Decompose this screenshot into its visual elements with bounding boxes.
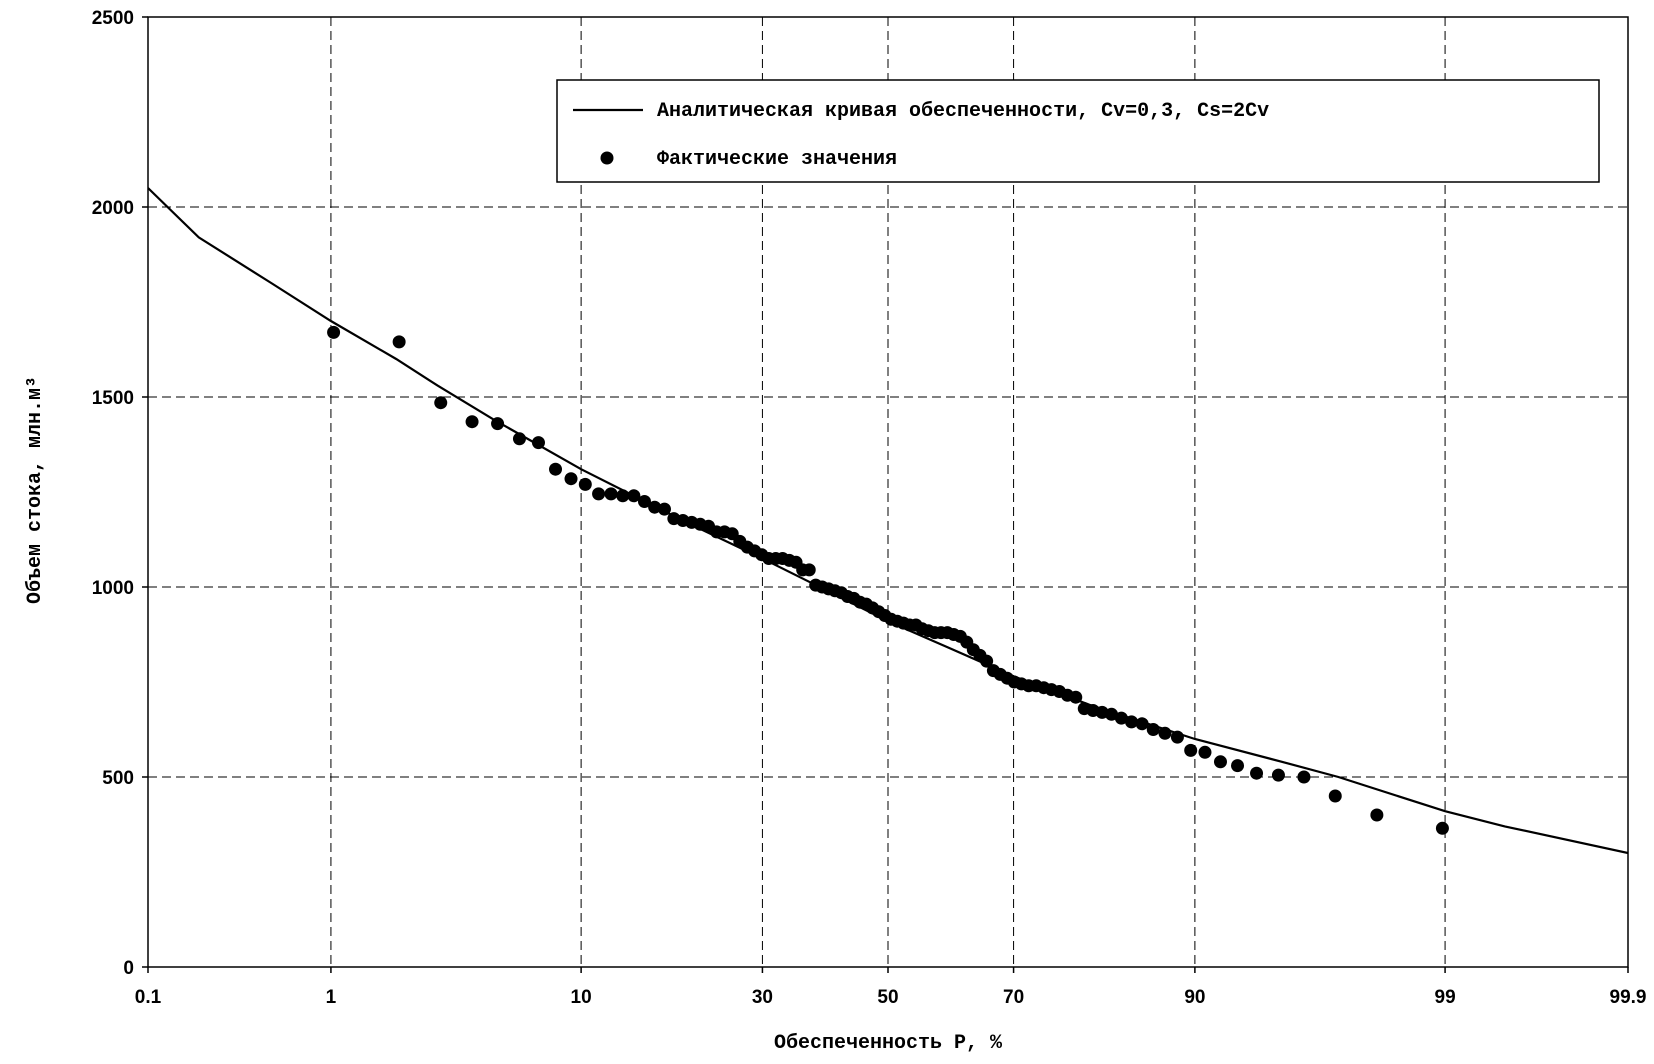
y-tick-label: 1000 <box>92 578 134 599</box>
data-point <box>512 432 526 446</box>
data-point <box>1271 768 1285 782</box>
data-point <box>434 396 448 410</box>
data-point <box>627 489 641 503</box>
x-tick-label: 0.1 <box>135 987 162 1008</box>
data-point <box>1328 789 1342 803</box>
y-axis-label: Объем стока, млн.м³ <box>24 376 47 604</box>
data-point <box>604 487 618 501</box>
y-tick-label: 0 <box>123 958 134 979</box>
data-point <box>1135 717 1149 731</box>
x-tick-label: 90 <box>1184 987 1205 1008</box>
x-tick-label: 10 <box>571 987 592 1008</box>
data-point <box>1114 711 1128 725</box>
data-point <box>1435 821 1449 835</box>
x-axis-label: Обеспеченность P, % <box>774 1032 1003 1055</box>
data-point <box>648 500 662 514</box>
data-point <box>1213 755 1227 769</box>
data-point <box>578 477 592 491</box>
data-point <box>1250 766 1264 780</box>
data-point <box>1158 726 1172 740</box>
data-point <box>564 472 578 486</box>
data-point <box>392 335 406 349</box>
x-tick-label: 99.9 <box>1610 987 1647 1008</box>
x-tick-label: 99 <box>1435 987 1456 1008</box>
x-tick-label: 30 <box>752 987 773 1008</box>
data-point <box>1069 690 1083 704</box>
y-tick-label: 1500 <box>92 388 134 409</box>
data-point <box>637 495 651 508</box>
legend-label: Фактические значения <box>657 148 897 171</box>
data-point <box>1297 770 1311 784</box>
y-tick-label: 500 <box>102 768 134 789</box>
data-point <box>327 325 341 339</box>
data-point <box>465 415 479 429</box>
data-point <box>1170 730 1184 744</box>
y-tick-label: 2000 <box>92 198 134 219</box>
y-tick-label: 2500 <box>92 8 134 29</box>
x-tick-label: 1 <box>326 987 337 1008</box>
data-point <box>616 489 630 503</box>
data-point <box>1146 723 1160 736</box>
data-point <box>549 462 563 476</box>
x-tick-label: 50 <box>877 987 898 1008</box>
x-tick-label: 70 <box>1003 987 1024 1008</box>
data-point <box>1370 808 1384 822</box>
data-point <box>980 654 994 668</box>
data-point <box>1105 707 1119 721</box>
data-point <box>1125 715 1139 729</box>
data-point <box>1184 743 1198 757</box>
data-point <box>802 563 816 577</box>
legend-swatch <box>600 151 614 165</box>
data-point <box>491 417 505 431</box>
data-point <box>1231 759 1245 773</box>
data-point <box>657 502 671 516</box>
legend-label: Аналитическая кривая обеспеченности, Cv=… <box>657 100 1269 123</box>
plot-frame <box>147 16 1629 968</box>
legend-box <box>556 79 1600 183</box>
data-point <box>1198 745 1212 759</box>
data-point <box>531 436 545 450</box>
data-point <box>592 487 606 501</box>
